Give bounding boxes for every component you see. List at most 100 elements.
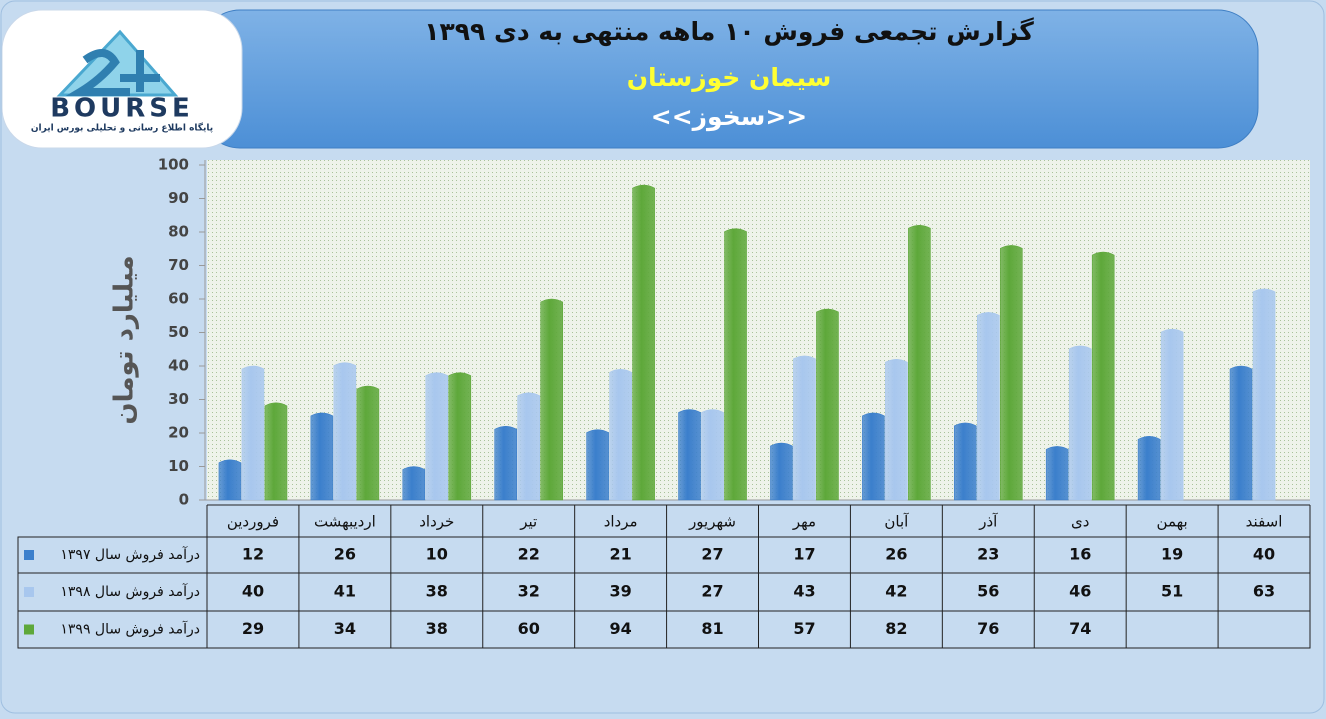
y-tick-label: 80 bbox=[168, 223, 189, 241]
table-value: 40 bbox=[1253, 545, 1275, 564]
bar bbox=[976, 312, 1000, 501]
bar bbox=[862, 412, 885, 501]
x-tick-label: تیر bbox=[519, 513, 537, 531]
table-value: 27 bbox=[701, 545, 723, 564]
table-value: 56 bbox=[977, 582, 999, 601]
table-value: 40 bbox=[242, 582, 264, 601]
table-value: 26 bbox=[334, 545, 356, 564]
legend-label: درآمد فروش سال ۱۳۹۷ bbox=[60, 546, 200, 563]
table-value: 17 bbox=[793, 545, 815, 564]
table-value: 57 bbox=[793, 619, 815, 638]
bar bbox=[402, 466, 426, 501]
table-value: 74 bbox=[1069, 619, 1091, 638]
x-tick-label: اسفند bbox=[1246, 513, 1283, 531]
bar bbox=[1252, 288, 1276, 501]
y-tick-label: 50 bbox=[168, 323, 189, 341]
legend-swatch bbox=[24, 624, 34, 635]
bar bbox=[1137, 436, 1161, 501]
y-tick-label: 60 bbox=[168, 290, 189, 308]
chart-subtitle: سیمان خوزستان bbox=[627, 63, 832, 93]
bar bbox=[1091, 251, 1115, 501]
table-value: 82 bbox=[885, 619, 907, 638]
bar bbox=[218, 459, 242, 501]
table-value: 10 bbox=[426, 545, 448, 564]
y-tick-label: 0 bbox=[179, 491, 189, 509]
bar bbox=[540, 298, 564, 501]
x-tick-label: مرداد bbox=[604, 513, 638, 531]
bar bbox=[816, 308, 839, 501]
table-value: 12 bbox=[242, 545, 264, 564]
bar bbox=[1068, 345, 1092, 501]
logo-digits bbox=[65, 49, 160, 96]
bar bbox=[770, 442, 793, 501]
y-tick-label: 90 bbox=[168, 189, 189, 207]
x-tick-label: دی bbox=[1071, 513, 1089, 531]
table-value: 94 bbox=[609, 619, 631, 638]
bar bbox=[678, 409, 701, 501]
table-value: 19 bbox=[1161, 545, 1183, 564]
bar bbox=[793, 355, 816, 501]
y-tick-label: 30 bbox=[168, 390, 189, 408]
y-tick-label: 40 bbox=[168, 357, 189, 375]
bar bbox=[609, 369, 632, 501]
legend-label: درآمد فروش سال ۱۳۹۹ bbox=[60, 621, 200, 638]
table-value: 41 bbox=[334, 582, 356, 601]
bar bbox=[632, 184, 655, 501]
table-value: 39 bbox=[609, 582, 631, 601]
bar bbox=[701, 409, 724, 501]
logo-tagline: پایگاه اطلاع رسانی و تحلیلی بورس ایران bbox=[31, 122, 213, 134]
y-axis-label: میلیارد تومان bbox=[110, 255, 140, 424]
logo-name: BOURSE bbox=[50, 94, 194, 124]
x-tick-label: آذر bbox=[978, 513, 998, 531]
x-tick-label: آبان bbox=[884, 513, 909, 531]
bar bbox=[494, 426, 518, 501]
table-value: 63 bbox=[1253, 582, 1275, 601]
table-value: 26 bbox=[885, 545, 907, 564]
table-value: 51 bbox=[1161, 582, 1183, 601]
table-value: 16 bbox=[1069, 545, 1091, 564]
table-value: 38 bbox=[426, 619, 448, 638]
bar bbox=[1160, 328, 1184, 501]
table-value: 60 bbox=[518, 619, 540, 638]
table-value: 81 bbox=[701, 619, 723, 638]
bar bbox=[724, 228, 747, 501]
bar bbox=[885, 359, 908, 501]
table-value: 27 bbox=[701, 582, 723, 601]
y-tick-label: 10 bbox=[168, 457, 189, 475]
bar bbox=[310, 412, 334, 501]
table-value: 46 bbox=[1069, 582, 1091, 601]
x-tick-label: بهمن bbox=[1157, 513, 1188, 531]
bar bbox=[586, 429, 609, 501]
x-tick-label: فروردین bbox=[227, 513, 279, 531]
table-value: 32 bbox=[518, 582, 540, 601]
bar bbox=[908, 225, 931, 501]
bar bbox=[1229, 365, 1253, 501]
y-tick-label: 100 bbox=[158, 156, 189, 174]
table-value: 76 bbox=[977, 619, 999, 638]
table-value: 43 bbox=[793, 582, 815, 601]
x-tick-label: اردیبهشت bbox=[314, 513, 376, 531]
y-tick-label: 70 bbox=[168, 256, 189, 274]
legend-label: درآمد فروش سال ۱۳۹۸ bbox=[60, 583, 200, 600]
plot-area bbox=[207, 160, 1310, 500]
bar bbox=[264, 402, 288, 501]
x-tick-label: خرداد bbox=[419, 513, 454, 531]
bar bbox=[356, 385, 380, 501]
chart-title: گزارش تجمعی فروش ۱۰ ماهه منتهی به دی ۱۳۹… bbox=[424, 17, 1034, 47]
bar bbox=[448, 372, 472, 501]
legend-swatch bbox=[24, 587, 34, 597]
bar bbox=[999, 245, 1023, 501]
x-tick-label: شهریور bbox=[688, 513, 736, 531]
bar bbox=[425, 372, 449, 501]
bar bbox=[1045, 446, 1069, 501]
table-value: 21 bbox=[609, 545, 631, 564]
bar bbox=[953, 422, 977, 501]
x-tick-label: مهر bbox=[792, 513, 816, 531]
ticker-symbol: <<سخوز>> bbox=[651, 102, 807, 132]
y-tick-label: 20 bbox=[168, 424, 189, 442]
bar bbox=[241, 365, 265, 501]
table-value: 38 bbox=[426, 582, 448, 601]
bar bbox=[517, 392, 541, 501]
